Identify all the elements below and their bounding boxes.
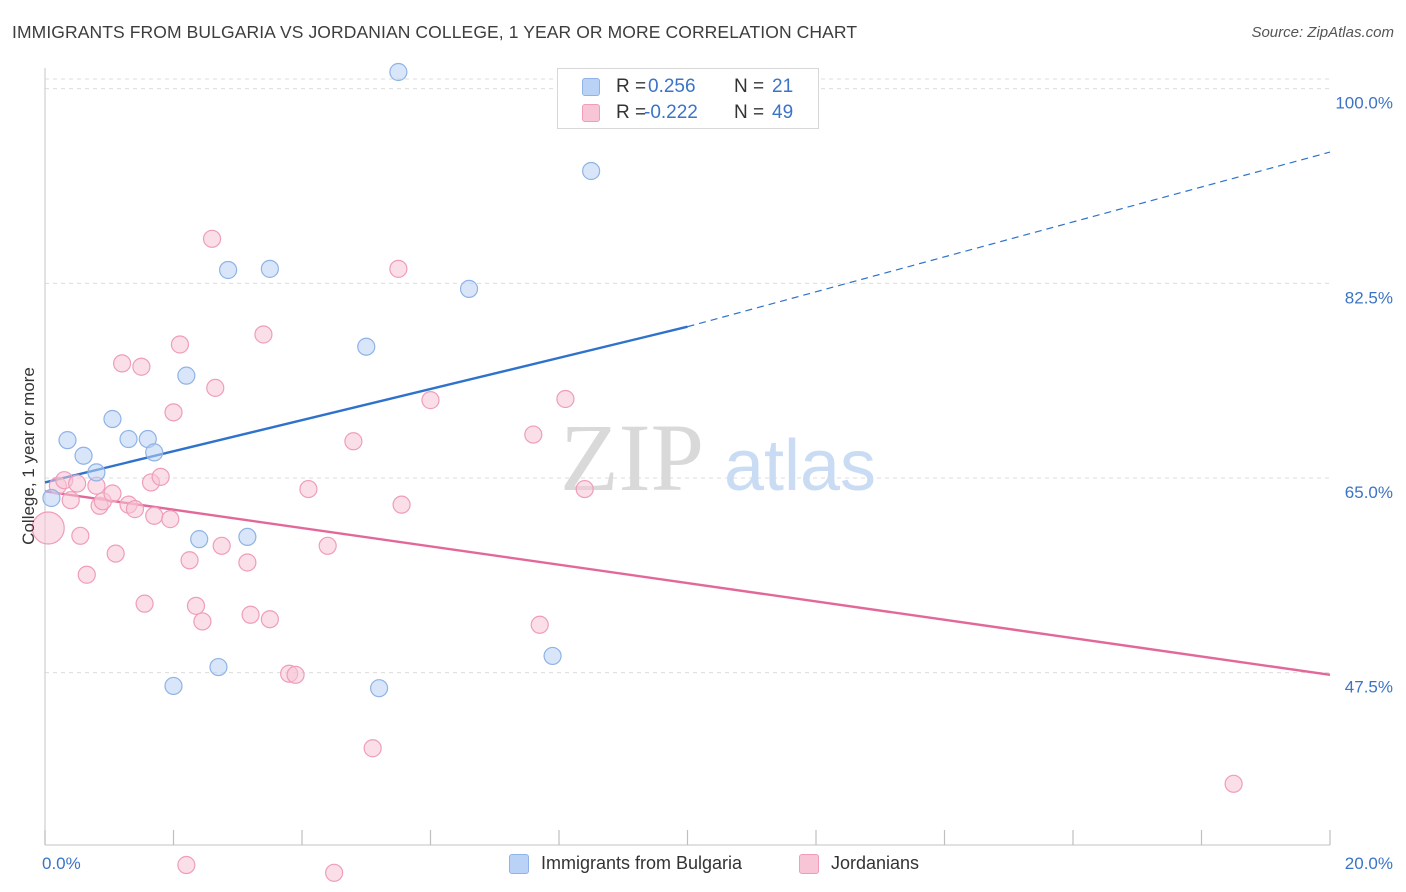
point-jordanians-35 <box>299 479 318 499</box>
point-jordanians-30 <box>241 605 260 624</box>
point-jordanians-16 <box>135 594 154 613</box>
point-jordanians-40 <box>389 259 408 278</box>
point-bulgaria-14 <box>238 527 257 547</box>
point-jordanians-31 <box>254 325 273 344</box>
point-bulgaria-9 <box>164 676 183 696</box>
point-jordanians-42 <box>421 391 440 410</box>
point-bulgaria-5 <box>119 429 138 449</box>
source-credit: Source: ZipAtlas.com <box>1251 24 1394 41</box>
point-bulgaria-1 <box>58 431 77 450</box>
point-jordanians-26 <box>202 229 222 248</box>
point-bulgaria-15 <box>357 337 376 356</box>
point-bulgaria-17 <box>389 62 408 82</box>
point-jordanians-43 <box>524 425 543 444</box>
y-tick-label-0: 47.5% <box>1345 678 1393 697</box>
point-bulgaria-3 <box>87 463 106 482</box>
trend-line-extension-0 <box>687 151 1331 328</box>
point-jordanians-20 <box>161 510 180 529</box>
legend-label: Jordanians <box>831 853 920 873</box>
correlation-legend: R = 0.256 N = 21 R = -0.222 N = 49 <box>557 68 819 129</box>
y-tick-label-2: 82.5% <box>1345 288 1393 307</box>
point-jordanians-36 <box>325 863 344 882</box>
point-jordanians-6 <box>77 565 96 584</box>
legend-swatch-pink <box>582 104 600 122</box>
watermark: ZIP atlas <box>560 404 876 511</box>
point-jordanians-22 <box>170 335 190 354</box>
point-jordanians-46 <box>575 479 594 499</box>
point-jordanians-24 <box>186 596 206 615</box>
legend-swatch-blue <box>582 78 600 96</box>
point-jordanians-34 <box>286 665 305 684</box>
point-bulgaria-0 <box>42 488 61 508</box>
point-jordanians-32 <box>260 610 279 629</box>
chart-title: IMMIGRANTS FROM BULGARIA VS JORDANIAN CO… <box>12 22 858 42</box>
point-jordanians-44 <box>530 615 549 634</box>
point-bulgaria-4 <box>103 409 122 429</box>
point-jordanians-4 <box>68 474 87 493</box>
point-bulgaria-11 <box>209 657 228 677</box>
point-jordanians-15 <box>132 357 151 376</box>
point-jordanians-47 <box>1224 774 1243 793</box>
legend-item-jordanians[interactable]: Jordanians <box>799 852 949 876</box>
point-bulgaria-2 <box>74 446 93 465</box>
point-jordanians-23 <box>180 551 199 570</box>
point-jordanians-0 <box>31 511 65 545</box>
r-label: R = <box>616 76 647 97</box>
point-jordanians-39 <box>363 739 382 758</box>
point-jordanians-13 <box>125 500 145 519</box>
point-bulgaria-18 <box>459 279 479 298</box>
point-jordanians-18 <box>145 506 164 525</box>
points-layer <box>31 62 1243 882</box>
point-bulgaria-20 <box>582 161 601 181</box>
trend-line-1 <box>44 490 1331 677</box>
point-jordanians-48 <box>177 855 196 875</box>
r-label: R = <box>616 102 647 123</box>
point-bulgaria-16 <box>370 679 389 698</box>
legend-swatch-pink <box>799 854 819 874</box>
r-value: -0.222 <box>644 102 698 123</box>
y-tick-label-3: 100.0% <box>1335 94 1393 113</box>
legend-label: Immigrants from Bulgaria <box>541 853 743 873</box>
point-bulgaria-8 <box>177 366 196 385</box>
point-jordanians-5 <box>71 526 90 545</box>
point-bulgaria-10 <box>190 530 209 549</box>
y-axis-label: College, 1 year or more <box>19 367 38 545</box>
point-bulgaria-12 <box>219 260 238 280</box>
point-bulgaria-19 <box>543 646 562 666</box>
label-layer: 47.5% 65.0% 82.5% 100.0% 0.0% 20.0% <box>42 94 1393 873</box>
n-label: N = <box>734 76 765 97</box>
legend-row-jordanians: R = -0.222 N = 49 <box>582 101 812 125</box>
point-bulgaria-13 <box>260 259 279 278</box>
x-tick-label-1: 20.0% <box>1345 854 1393 873</box>
point-jordanians-14 <box>112 354 132 373</box>
point-jordanians-38 <box>344 432 363 451</box>
point-jordanians-10 <box>103 484 122 503</box>
point-jordanians-11 <box>106 544 125 563</box>
axis-layer <box>44 68 1331 846</box>
point-jordanians-21 <box>164 403 183 422</box>
legend-item-bulgaria[interactable]: Immigrants from Bulgaria <box>509 852 779 876</box>
point-jordanians-28 <box>212 536 231 555</box>
legend-row-bulgaria: R = 0.256 N = 21 <box>582 75 812 99</box>
watermark-atlas: atlas <box>724 426 876 506</box>
n-value: 49 <box>772 102 794 123</box>
y-tick-label-1: 65.0% <box>1345 483 1393 502</box>
point-jordanians-41 <box>392 495 411 514</box>
point-bulgaria-7 <box>145 443 164 462</box>
x-tick-label-0: 0.0% <box>42 854 81 873</box>
point-jordanians-37 <box>318 536 337 555</box>
point-jordanians-27 <box>206 378 225 397</box>
legend-swatch-blue <box>509 854 529 874</box>
point-jordanians-3 <box>61 491 80 510</box>
point-jordanians-25 <box>193 612 212 631</box>
r-value: 0.256 <box>648 76 696 97</box>
point-jordanians-45 <box>556 389 575 409</box>
point-jordanians-29 <box>238 553 257 572</box>
n-value: 21 <box>772 76 794 97</box>
point-jordanians-19 <box>151 467 170 486</box>
n-label: N = <box>734 102 765 123</box>
